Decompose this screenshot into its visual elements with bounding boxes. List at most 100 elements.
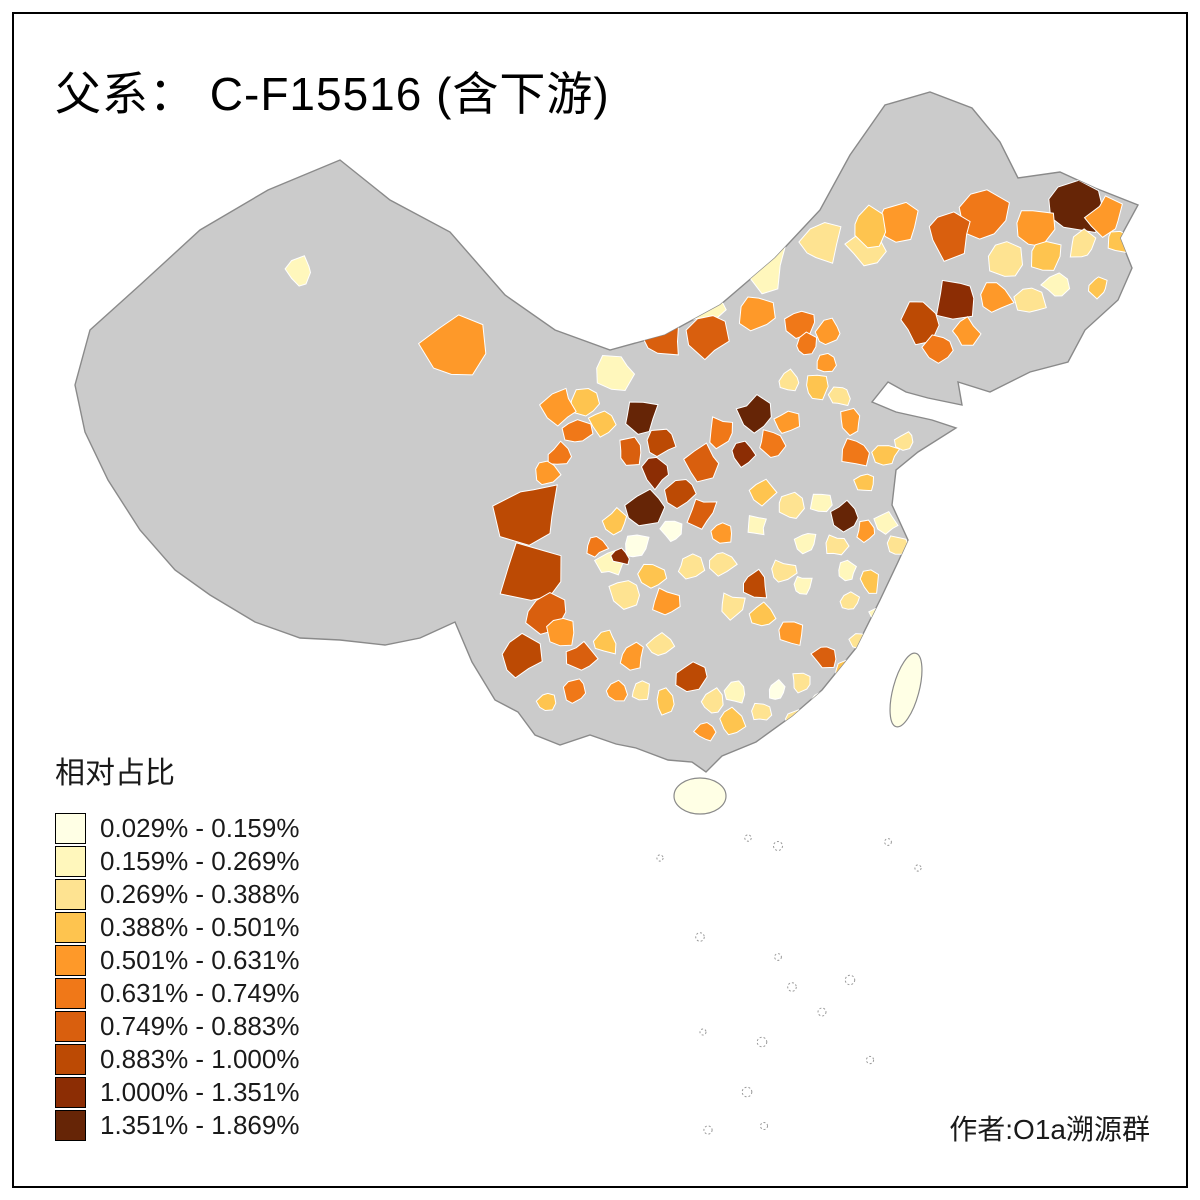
legend-label: 0.501% - 0.631%: [100, 945, 300, 975]
map-region: [796, 331, 818, 356]
map-region: [773, 410, 801, 434]
map-region: [677, 553, 706, 580]
legend-swatch: [55, 945, 86, 976]
map-region: [1030, 240, 1062, 271]
legend-row: 0.501% - 0.631%: [55, 944, 299, 977]
map-region: [893, 431, 914, 451]
hainan-island: [673, 777, 727, 815]
map-region: [535, 692, 557, 712]
map-region: [778, 368, 800, 392]
map-region: [958, 189, 1010, 240]
legend-swatch: [55, 813, 86, 844]
map-region: [816, 352, 837, 373]
map-region: [417, 314, 487, 376]
legend-swatch: [55, 1077, 86, 1108]
map-region: [719, 706, 747, 736]
legend-row: 0.159% - 0.269%: [55, 845, 299, 878]
map-region: [748, 478, 778, 507]
map-region: [810, 646, 837, 669]
map-region: [601, 506, 628, 536]
map-region: [951, 316, 982, 346]
map-region: [562, 678, 587, 704]
map-region: [1107, 230, 1133, 253]
map-region: [1087, 276, 1108, 300]
map-region: [624, 488, 666, 527]
page-title: 父系： C-F15516 (含下游): [55, 68, 610, 120]
prefecture-regions-layer: [284, 179, 1133, 742]
map-region: [565, 640, 599, 671]
legend-title: 相对占比: [55, 757, 175, 790]
legend-label: 1.000% - 1.351%: [100, 1077, 300, 1107]
map-region: [778, 621, 804, 646]
sea-island-outline: [741, 1086, 753, 1098]
map-region: [792, 672, 811, 694]
sea-island-outline: [773, 841, 783, 851]
map-region: [586, 535, 610, 558]
map-region: [806, 374, 829, 401]
legend-row: 0.749% - 0.883%: [55, 1010, 299, 1043]
south-china-sea-islands: [656, 834, 922, 1135]
legend-label: 0.159% - 0.269%: [100, 846, 300, 876]
legend-swatch: [55, 846, 86, 877]
map-region: [592, 629, 617, 655]
map-region: [853, 473, 875, 492]
map-region: [492, 484, 558, 546]
legend-row: 0.029% - 0.159%: [55, 812, 299, 845]
map-region: [605, 679, 629, 702]
map-region: [778, 491, 805, 519]
sea-island-outline: [695, 932, 705, 942]
map-region: [535, 460, 562, 486]
legend-label: 1.351% - 1.869%: [100, 1110, 300, 1140]
map-region: [747, 514, 767, 536]
map-region: [980, 282, 1015, 313]
map-region: [570, 387, 601, 417]
map-region: [619, 641, 644, 671]
map-region: [686, 498, 718, 530]
sea-island-outline: [656, 854, 664, 862]
map-region: [652, 587, 681, 616]
map-region: [723, 680, 746, 704]
legend-row: 1.351% - 1.869%: [55, 1109, 299, 1142]
legend-row: 0.631% - 0.749%: [55, 977, 299, 1010]
map-region: [1013, 287, 1047, 313]
map-region: [859, 569, 880, 594]
map-region: [738, 296, 776, 332]
map-region: [675, 661, 708, 693]
map-region: [987, 241, 1024, 277]
map-region: [827, 386, 851, 407]
map-region: [854, 204, 887, 249]
map-region: [1040, 272, 1071, 297]
legend-label: 0.388% - 0.501%: [100, 912, 300, 942]
map-region: [596, 354, 636, 392]
taiwan-island: [889, 652, 923, 728]
map-region: [625, 401, 659, 435]
map-region: [692, 721, 717, 742]
legend-swatch: [55, 1044, 86, 1075]
sea-island-outline: [774, 953, 782, 961]
map-region: [645, 631, 676, 657]
map-region: [685, 315, 730, 361]
map-region: [814, 317, 841, 346]
map-region: [809, 493, 833, 513]
sea-island-outline: [756, 1036, 768, 1048]
map-region: [841, 437, 870, 467]
legend-row: 0.269% - 0.388%: [55, 878, 299, 911]
legend-rows: 0.029% - 0.159% 0.159% - 0.269% 0.269% - 0…: [55, 812, 299, 1142]
map-region: [873, 510, 899, 535]
map-region: [619, 436, 642, 466]
map-region: [935, 279, 975, 320]
map-region: [700, 687, 724, 714]
legend-row: 1.000% - 1.351%: [55, 1076, 299, 1109]
sea-island-outline: [844, 974, 856, 986]
sea-island-outline: [787, 982, 797, 992]
map-region: [830, 499, 859, 533]
map-region: [771, 559, 798, 583]
legend: 相对占比 0.029% - 0.159% 0.159% - 0.269% 0.269…: [55, 748, 299, 1142]
sea-island-outline: [744, 834, 752, 842]
map-region: [610, 547, 630, 566]
map-region: [793, 532, 817, 555]
map-region: [759, 429, 787, 459]
legend-label: 0.883% - 1.000%: [100, 1044, 300, 1074]
map-region: [546, 617, 575, 647]
